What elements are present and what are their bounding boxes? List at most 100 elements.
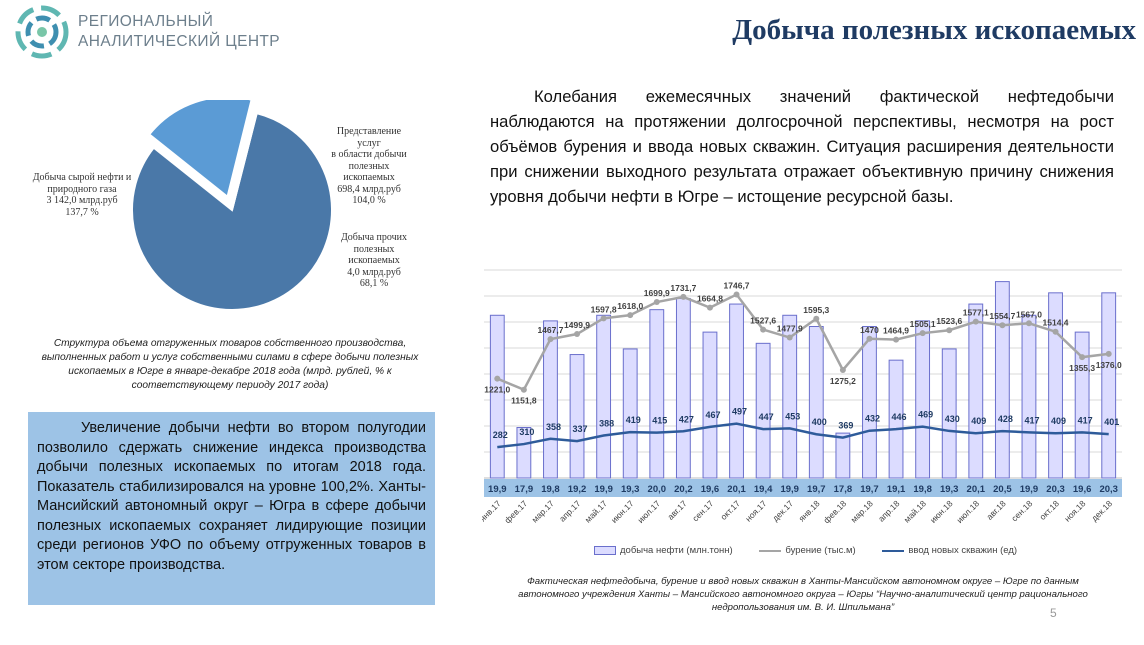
x-tick-label: янв.17 [482,498,503,523]
bar-oil [543,320,558,479]
pie-caption: Структура объема отгруженных товаров соб… [41,338,419,391]
bar-value-label: 19,9 [780,484,799,495]
x-tick-label: июл.17 [636,498,663,525]
legend-item-drilling: бурение (тыс.м) [759,545,856,556]
wells-value-label: 419 [626,415,641,425]
wells-value-label: 358 [546,422,561,432]
wells-value-label: 467 [705,410,720,420]
x-tick-label: сен.18 [1009,498,1034,523]
drilling-value-label: 1597,8 [591,304,617,314]
bar-oil [782,314,798,479]
wells-value-label: 401 [1104,417,1119,427]
wells-value-label: 497 [732,407,747,417]
bar-value-label: 19,4 [754,484,773,495]
x-tick-label: мар.18 [849,498,875,524]
wells-value-label: 400 [812,417,827,427]
pie-label-other-line: ископаемых [348,255,400,266]
x-tick-label: ноя.18 [1062,498,1088,524]
wells-value-label: 310 [519,427,534,437]
bar-value-label: 19,9 [488,484,507,495]
bar-value-label: 19,7 [860,484,879,495]
pie-label-other-line: 4,0 млрд.руб [347,266,401,278]
pie-label-services-line: ископаемых [343,172,395,183]
drilling-point [786,334,793,341]
bar-value-label: 19,6 [1073,484,1092,495]
line-drilling [496,292,1109,392]
bar-oil [596,314,612,479]
drilling-point [494,375,501,382]
pie-label-other-line: 68,1 % [359,278,389,289]
pie-label-services-line: в области добычи [331,149,407,160]
drilling-value-label: 1699,9 [644,288,670,298]
pie-slice [231,111,258,211]
x-tick-label: ноя.17 [743,498,769,524]
drilling-value-label: 1151,8 [511,396,537,406]
bar-value-label: 19,8 [913,484,932,495]
drilling-value-label: 1664,8 [697,294,723,304]
bar-oil [702,331,718,479]
bar-value-label: 20,3 [1046,484,1065,495]
bar-value-label: 19,3 [940,484,959,495]
x-tick-label: апр.17 [557,498,583,524]
pie-label-other: Добыча прочих полезных ископаемых 4,0 млрд.… [332,232,416,290]
drilling-value-label: 1470 [860,325,879,335]
drilling-value-label: 1221,0 [484,385,510,395]
drilling-value-label: 1746,7 [724,281,750,291]
bar-value-label: 20,2 [674,484,693,495]
logo-icon [15,5,69,59]
drilling-point [706,304,713,311]
bar-value-label: 20,1 [967,484,986,495]
bar-oil [489,314,505,479]
bar-oil [968,303,984,479]
bar-oil [994,281,1010,479]
wells-value-label: 432 [865,414,880,424]
bar-value-label: 19,7 [807,484,826,495]
bar-oil [1021,314,1037,479]
drilling-point [760,326,767,333]
bar-value-label: 20,1 [727,484,746,495]
drilling-value-label: 1464,9 [883,326,909,336]
bar-value-label: 19,9 [594,484,613,495]
drilling-value-label: 1355,3 [1069,363,1095,373]
pie-label-oil-line: Добыча сырой нефти и [32,172,132,183]
bar-oil [755,342,771,479]
bar-oil [1074,331,1090,479]
drilling-value-label: 1618,0 [617,301,643,311]
bar-oil [941,348,957,479]
drilling-point [1105,350,1112,357]
page-title: Добыча полезных ископаемых [732,14,1136,46]
drilling-point [839,366,846,373]
bar-oil [915,320,931,479]
legend-item-wells: ввод новых скважин (ед) [882,545,1017,556]
x-tick-label: авг.18 [984,498,1008,522]
legend-swatch-drilling [759,549,782,552]
bar-oil [622,348,638,479]
drilling-value-label: 1467,7 [537,325,563,335]
wells-value-label: 409 [1051,416,1066,426]
bar-oil [888,359,904,479]
logo-line1: РЕГИОНАЛЬНЫЙ [78,13,214,30]
drilling-point [972,318,979,325]
drilling-point [520,386,527,393]
drilling-value-label: 1523,6 [936,316,962,326]
wells-value-label: 415 [652,416,667,426]
drilling-value-label: 1577,1 [963,308,989,318]
wells-value-label: 369 [838,421,853,431]
bar-value-label: 20,3 [1099,484,1118,495]
drilling-point [1052,328,1059,335]
x-tick-label: окт.17 [718,498,742,522]
bar-oil [808,326,824,479]
drilling-point [627,312,634,319]
drilling-point [866,335,873,342]
drilling-point [1025,320,1032,327]
drilling-value-label: 1567,0 [1016,309,1042,319]
x-tick-label: май.17 [583,498,609,524]
pie-slice [147,100,253,199]
bar-oil [862,326,877,479]
x-tick-label: фев.18 [821,498,848,525]
drilling-point [547,336,554,343]
legend-label-drilling: бурение (тыс.м) [785,545,856,556]
drilling-point [813,315,820,322]
bar-value-label: 19,3 [621,484,640,495]
pie-label-services-line: 698,4 млрд.руб [337,183,401,195]
